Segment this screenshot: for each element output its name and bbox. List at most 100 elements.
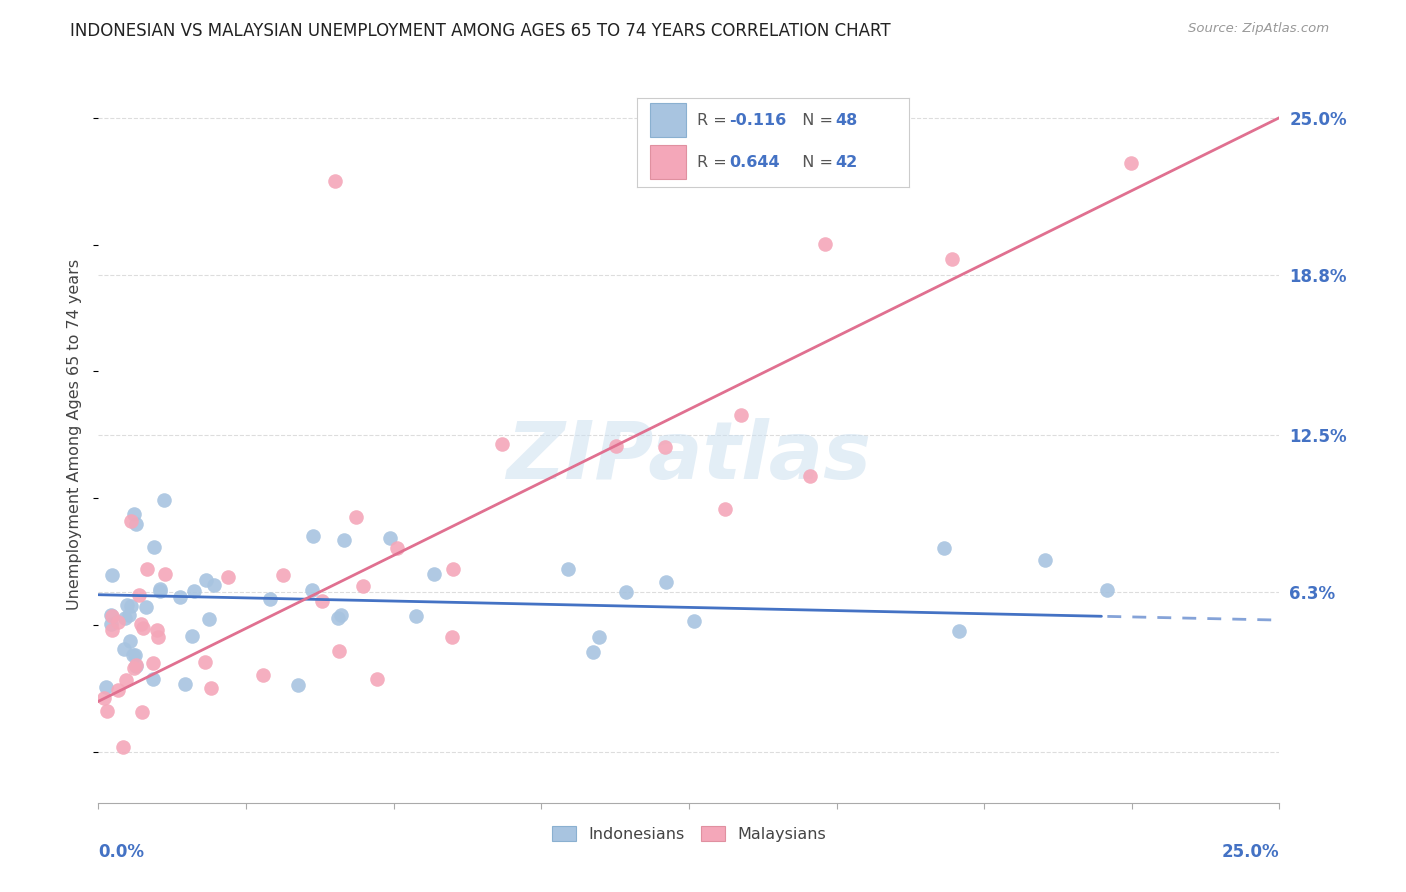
Text: Source: ZipAtlas.com: Source: ZipAtlas.com (1188, 22, 1329, 36)
Point (124, 648, 146, 663)
Text: N =: N = (792, 154, 838, 169)
Bar (650, 145, 686, 179)
Point (114, 611, 136, 625)
Text: -0.116: -0.116 (730, 113, 786, 128)
Point (352, 579, 374, 593)
Point (329, 607, 352, 622)
Point (153, 492, 176, 507)
Point (96, 704, 118, 718)
Point (135, 600, 157, 615)
Point (120, 514, 142, 528)
Text: R =: R = (696, 113, 731, 128)
Point (149, 582, 172, 597)
Point (124, 658, 146, 673)
Point (714, 502, 737, 516)
Point (100, 617, 122, 632)
Text: 48: 48 (835, 113, 858, 128)
Point (100, 609, 122, 624)
Legend: Indonesians, Malaysians: Indonesians, Malaysians (544, 819, 834, 850)
Point (125, 659, 148, 673)
Point (142, 656, 165, 670)
Point (146, 630, 169, 644)
Point (557, 562, 579, 576)
Point (344, 510, 367, 524)
Text: R =: R = (696, 154, 731, 169)
Point (155, 567, 177, 582)
Point (183, 583, 205, 598)
Point (202, 578, 225, 592)
Point (180, 629, 202, 643)
Point (440, 630, 463, 644)
Point (287, 678, 309, 692)
Point (100, 607, 122, 622)
Point (117, 599, 139, 613)
Point (93, 691, 115, 706)
Point (1033, 553, 1056, 567)
Point (799, 469, 821, 483)
Point (118, 607, 141, 622)
Point (94, 680, 117, 694)
Point (730, 408, 752, 422)
Point (1095, 583, 1118, 598)
Text: INDONESIAN VS MALAYSIAN UNEMPLOYMENT AMONG AGES 65 TO 74 YEARS CORRELATION CHART: INDONESIAN VS MALAYSIAN UNEMPLOYMENT AMO… (70, 22, 891, 40)
Y-axis label: Unemployment Among Ages 65 to 74 years: Unemployment Among Ages 65 to 74 years (67, 260, 83, 610)
Point (128, 588, 150, 602)
Point (605, 439, 627, 453)
Point (197, 612, 219, 626)
Point (120, 599, 142, 613)
Text: 42: 42 (835, 154, 858, 169)
Point (112, 641, 135, 656)
Point (217, 570, 239, 584)
Point (107, 683, 129, 698)
Point (101, 623, 124, 637)
Point (200, 681, 222, 695)
Point (301, 582, 323, 597)
Point (588, 630, 610, 644)
Point (143, 541, 166, 555)
Point (135, 562, 157, 576)
Point (129, 616, 152, 631)
Point (491, 437, 513, 451)
Point (122, 661, 145, 675)
Point (132, 621, 155, 635)
Point (932, 541, 955, 555)
Point (195, 573, 218, 587)
Point (131, 706, 153, 720)
Text: 0.644: 0.644 (730, 154, 780, 169)
Point (814, 236, 837, 251)
Point (1121, 156, 1143, 170)
Point (582, 645, 605, 659)
Point (682, 614, 704, 628)
Point (124, 516, 146, 531)
Point (271, 568, 294, 582)
Point (405, 608, 427, 623)
Point (323, 174, 346, 188)
Point (122, 508, 145, 522)
Point (111, 739, 134, 754)
Point (252, 668, 274, 682)
Bar (650, 103, 686, 137)
Point (614, 585, 637, 599)
Point (328, 644, 350, 658)
Point (142, 672, 165, 686)
Point (385, 541, 408, 556)
Point (149, 583, 172, 598)
Point (326, 611, 349, 625)
Point (121, 648, 143, 662)
Point (654, 575, 676, 590)
Point (948, 624, 970, 639)
Point (118, 634, 141, 648)
Point (311, 594, 333, 608)
Point (423, 566, 446, 581)
Point (194, 655, 217, 669)
Text: 0.0%: 0.0% (98, 843, 145, 862)
Point (259, 591, 281, 606)
Point (654, 440, 676, 454)
Point (174, 677, 197, 691)
Point (115, 673, 138, 688)
Point (366, 672, 388, 686)
Point (941, 252, 963, 266)
Point (107, 615, 129, 629)
Point (302, 529, 325, 543)
Point (380, 531, 402, 545)
